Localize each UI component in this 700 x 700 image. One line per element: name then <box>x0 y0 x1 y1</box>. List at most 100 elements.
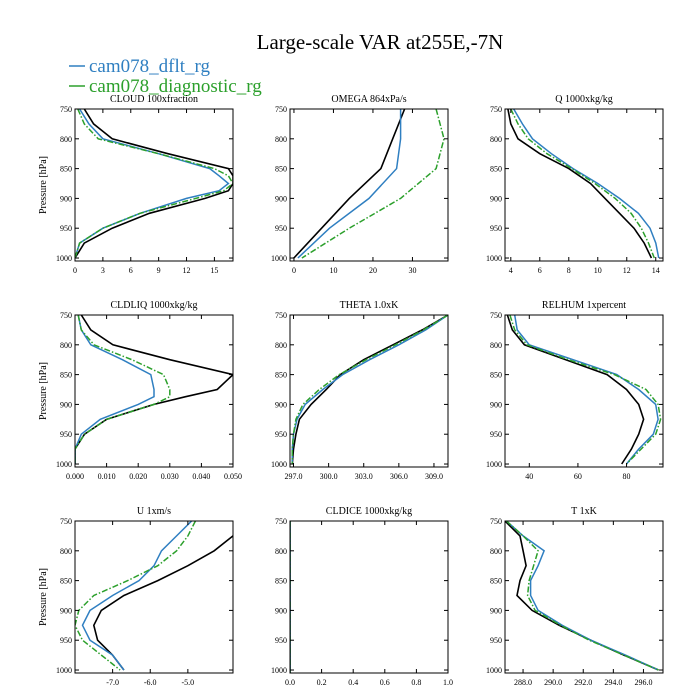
legend-label-dflt: cam078_dflt_rg <box>89 56 211 77</box>
panel-7-ytick-label: 950 <box>60 636 72 645</box>
panel-3: 750 800 850 900 950 1000 4 6 8 10 12 14 Q 1000xkg/kg <box>486 94 664 275</box>
panel-9-xtick-label: 296.0 <box>634 678 652 687</box>
panel-4-xtick-label: 0.020 <box>129 472 147 481</box>
panel-3-xtick-label: 10 <box>594 266 602 275</box>
panel-1-ytick-label: 850 <box>60 165 72 174</box>
panel-1-xtick-label: 15 <box>210 266 218 275</box>
panel-3-series-green <box>510 109 655 259</box>
panel-2-frame <box>289 108 449 262</box>
panel-6-series-blue <box>513 315 659 465</box>
panel-9-series-green <box>505 521 659 671</box>
panel-7-ytick-label: 1000 <box>56 666 72 675</box>
panel-3-ytick-label: 1000 <box>486 254 502 263</box>
panel-2-xtick-label: 30 <box>408 266 416 275</box>
panel-4-xtick-label: 0.040 <box>192 472 210 481</box>
panel-3-series-blue <box>513 109 660 259</box>
panel-4-xtick-label: 0.050 <box>224 472 242 481</box>
panel-8-xtick-label: 1.0 <box>443 678 453 687</box>
panel-7-frame <box>74 520 234 674</box>
panel-9-frame <box>504 520 664 674</box>
panel-2-title: OMEGA 864xPa/s <box>331 94 406 105</box>
panel-3-ytick-label: 750 <box>490 105 502 114</box>
panel-8-xtick-label: 0.0 <box>285 678 295 687</box>
panel-6-ytick-label: 850 <box>490 371 502 380</box>
panel-8-frame <box>289 520 449 674</box>
panel-6-ytick-label: 900 <box>490 400 502 409</box>
panel-4-xtick-label: 0.030 <box>161 472 179 481</box>
panel-5-ytick-label: 800 <box>275 341 287 350</box>
panel-6-xtick-label: 40 <box>525 472 533 481</box>
panel-8-ytick-label: 900 <box>275 606 287 615</box>
panel-4-title: CLDLIQ 1000xkg/kg <box>111 300 198 311</box>
panel-9-xtick-label: 292.0 <box>574 678 592 687</box>
panel-2-series-blue <box>297 109 402 259</box>
panel-7: 750 800 850 900 950 1000 -7.0 -6.0 -5.0 U 1xm/s Pr… <box>38 506 234 687</box>
panel-7-xtick-label: -5.0 <box>182 678 195 687</box>
panel-2-xtick-label: 0 <box>292 266 296 275</box>
panel-7-ylabel: Pressure [hPa] <box>38 568 49 626</box>
panel-4-xtick-label: 0.010 <box>98 472 116 481</box>
panel-7-ytick-label: 750 <box>60 517 72 526</box>
panel-7-series-blue <box>81 521 193 671</box>
panel-7-title: U 1xm/s <box>137 506 171 517</box>
panel-5-frame <box>289 314 449 468</box>
panel-3-frame <box>504 108 664 262</box>
panel-8-ytick-label: 950 <box>275 636 287 645</box>
panel-8-ytick-label: 750 <box>275 517 287 526</box>
panel-1-series-black <box>75 109 233 259</box>
panel-7-ytick-label: 800 <box>60 547 72 556</box>
panel-8-xtick-label: 0.2 <box>317 678 327 687</box>
panel-1-frame <box>74 108 234 262</box>
panel-1-series-green <box>75 109 233 259</box>
panel-4-ytick-label: 750 <box>60 311 72 320</box>
panel-3-xtick-label: 4 <box>509 266 513 275</box>
panel-2-xtick-label: 20 <box>369 266 377 275</box>
panel-1-ytick-label: 900 <box>60 194 72 203</box>
panel-7-series-black <box>92 534 233 671</box>
panel-4-ylabel: Pressure [hPa] <box>38 362 49 420</box>
panel-5-ytick-label: 950 <box>275 430 287 439</box>
panel-2-ytick-label: 900 <box>275 194 287 203</box>
panel-3-xtick-label: 14 <box>652 266 660 275</box>
panel-3-xtick-label: 8 <box>567 266 571 275</box>
panel-4-frame <box>74 314 234 468</box>
panel-9: 750 800 850 900 950 1000 288.0 290.0 292.0 294.0 2… <box>486 506 664 687</box>
panel-1-ytick-label: 750 <box>60 105 72 114</box>
panel-4-ytick-label: 1000 <box>56 460 72 469</box>
panel-6-ytick-label: 1000 <box>486 460 502 469</box>
panel-5-ytick-label: 900 <box>275 400 287 409</box>
panel-5-ytick-label: 850 <box>275 371 287 380</box>
panel-9-ytick-label: 1000 <box>486 666 502 675</box>
panel-2-ytick-label: 800 <box>275 135 287 144</box>
panel-6-frame <box>504 314 664 468</box>
panel-2-ytick-label: 750 <box>275 105 287 114</box>
legend: cam078_dflt_rg cam078_diagnostic_rg <box>69 56 262 97</box>
panel-6-title: RELHUM 1xpercent <box>542 300 626 311</box>
panel-9-xtick-label: 288.0 <box>514 678 532 687</box>
panel-7-ytick-label: 900 <box>60 606 72 615</box>
panel-6-ytick-label: 800 <box>490 341 502 350</box>
panel-8-ytick-label: 850 <box>275 577 287 586</box>
panel-1-ytick-label: 800 <box>60 135 72 144</box>
panel-4-series-green <box>75 315 171 464</box>
panel-3-ytick-label: 850 <box>490 165 502 174</box>
panel-1-title: CLOUD 100xfraction <box>110 94 198 105</box>
panel-7-ytick-label: 850 <box>60 577 72 586</box>
panel-9-ytick-label: 750 <box>490 517 502 526</box>
panel-3-series-black <box>507 109 653 259</box>
panel-8-ytick-label: 1000 <box>271 666 287 675</box>
panel-8-ytick-label: 800 <box>275 547 287 556</box>
panel-1-xtick-label: 9 <box>157 266 161 275</box>
panel-1-ylabel: Pressure [hPa] <box>38 156 49 214</box>
panel-6-series-green <box>509 315 662 465</box>
panel-4-ytick-label: 900 <box>60 400 72 409</box>
panel-3-xtick-label: 12 <box>623 266 631 275</box>
panel-9-ytick-label: 850 <box>490 577 502 586</box>
panel-9-title: T 1xK <box>571 506 597 517</box>
panel-9-ytick-label: 900 <box>490 606 502 615</box>
panel-6-ytick-label: 950 <box>490 430 502 439</box>
panel-5-series-green <box>291 315 448 464</box>
panel-2-xtick-label: 10 <box>329 266 337 275</box>
panel-6: 750 800 850 900 950 1000 40 60 80 RELHUM 1xpercen… <box>486 300 664 481</box>
